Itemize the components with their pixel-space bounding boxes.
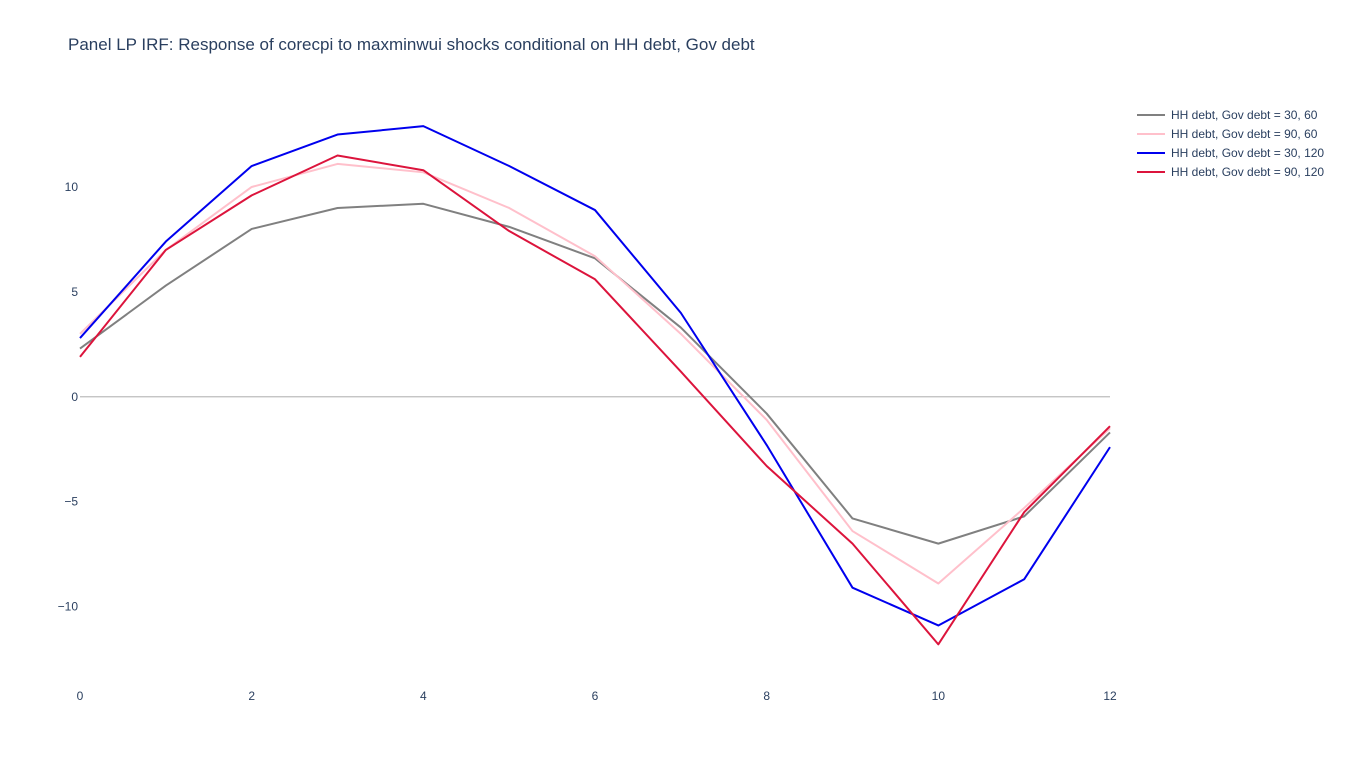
series-line — [79, 125, 1111, 627]
x-tick-label: 2 — [248, 689, 255, 703]
x-tick-label: 8 — [763, 689, 770, 703]
x-tick-label: 4 — [420, 689, 427, 703]
chart-title: Panel LP IRF: Response of corecpi to max… — [68, 35, 755, 54]
y-tick-label: 5 — [71, 285, 78, 299]
x-tick-label: 10 — [932, 689, 946, 703]
legend-label: HH debt, Gov debt = 30, 120 — [1171, 146, 1324, 160]
legend-item[interactable]: HH debt, Gov debt = 30, 120 — [1137, 146, 1324, 160]
x-tick-label: 6 — [592, 689, 599, 703]
series-line — [79, 202, 1111, 545]
x-tick-label: 12 — [1103, 689, 1117, 703]
axes: −10 −5 0 5 10 0 2 4 6 8 10 12 — [58, 180, 1117, 703]
legend-item[interactable]: HH debt, Gov debt = 30, 60 — [1137, 108, 1318, 122]
y-tick-label: −5 — [64, 495, 78, 509]
legend-label: HH debt, Gov debt = 30, 60 — [1171, 108, 1318, 122]
legend-label: HH debt, Gov debt = 90, 60 — [1171, 127, 1318, 141]
series-line — [79, 154, 1111, 646]
y-tick-label: 0 — [71, 390, 78, 404]
y-tick-label: −10 — [58, 600, 79, 614]
plot-area — [79, 125, 1111, 646]
legend-label: HH debt, Gov debt = 90, 120 — [1171, 165, 1324, 179]
series-line — [79, 162, 1111, 585]
legend[interactable]: HH debt, Gov debt = 30, 60 HH debt, Gov d… — [1137, 108, 1324, 179]
y-tick-label: 10 — [65, 180, 79, 194]
legend-item[interactable]: HH debt, Gov debt = 90, 120 — [1137, 165, 1324, 179]
x-tick-label: 0 — [77, 689, 84, 703]
legend-item[interactable]: HH debt, Gov debt = 90, 60 — [1137, 127, 1318, 141]
